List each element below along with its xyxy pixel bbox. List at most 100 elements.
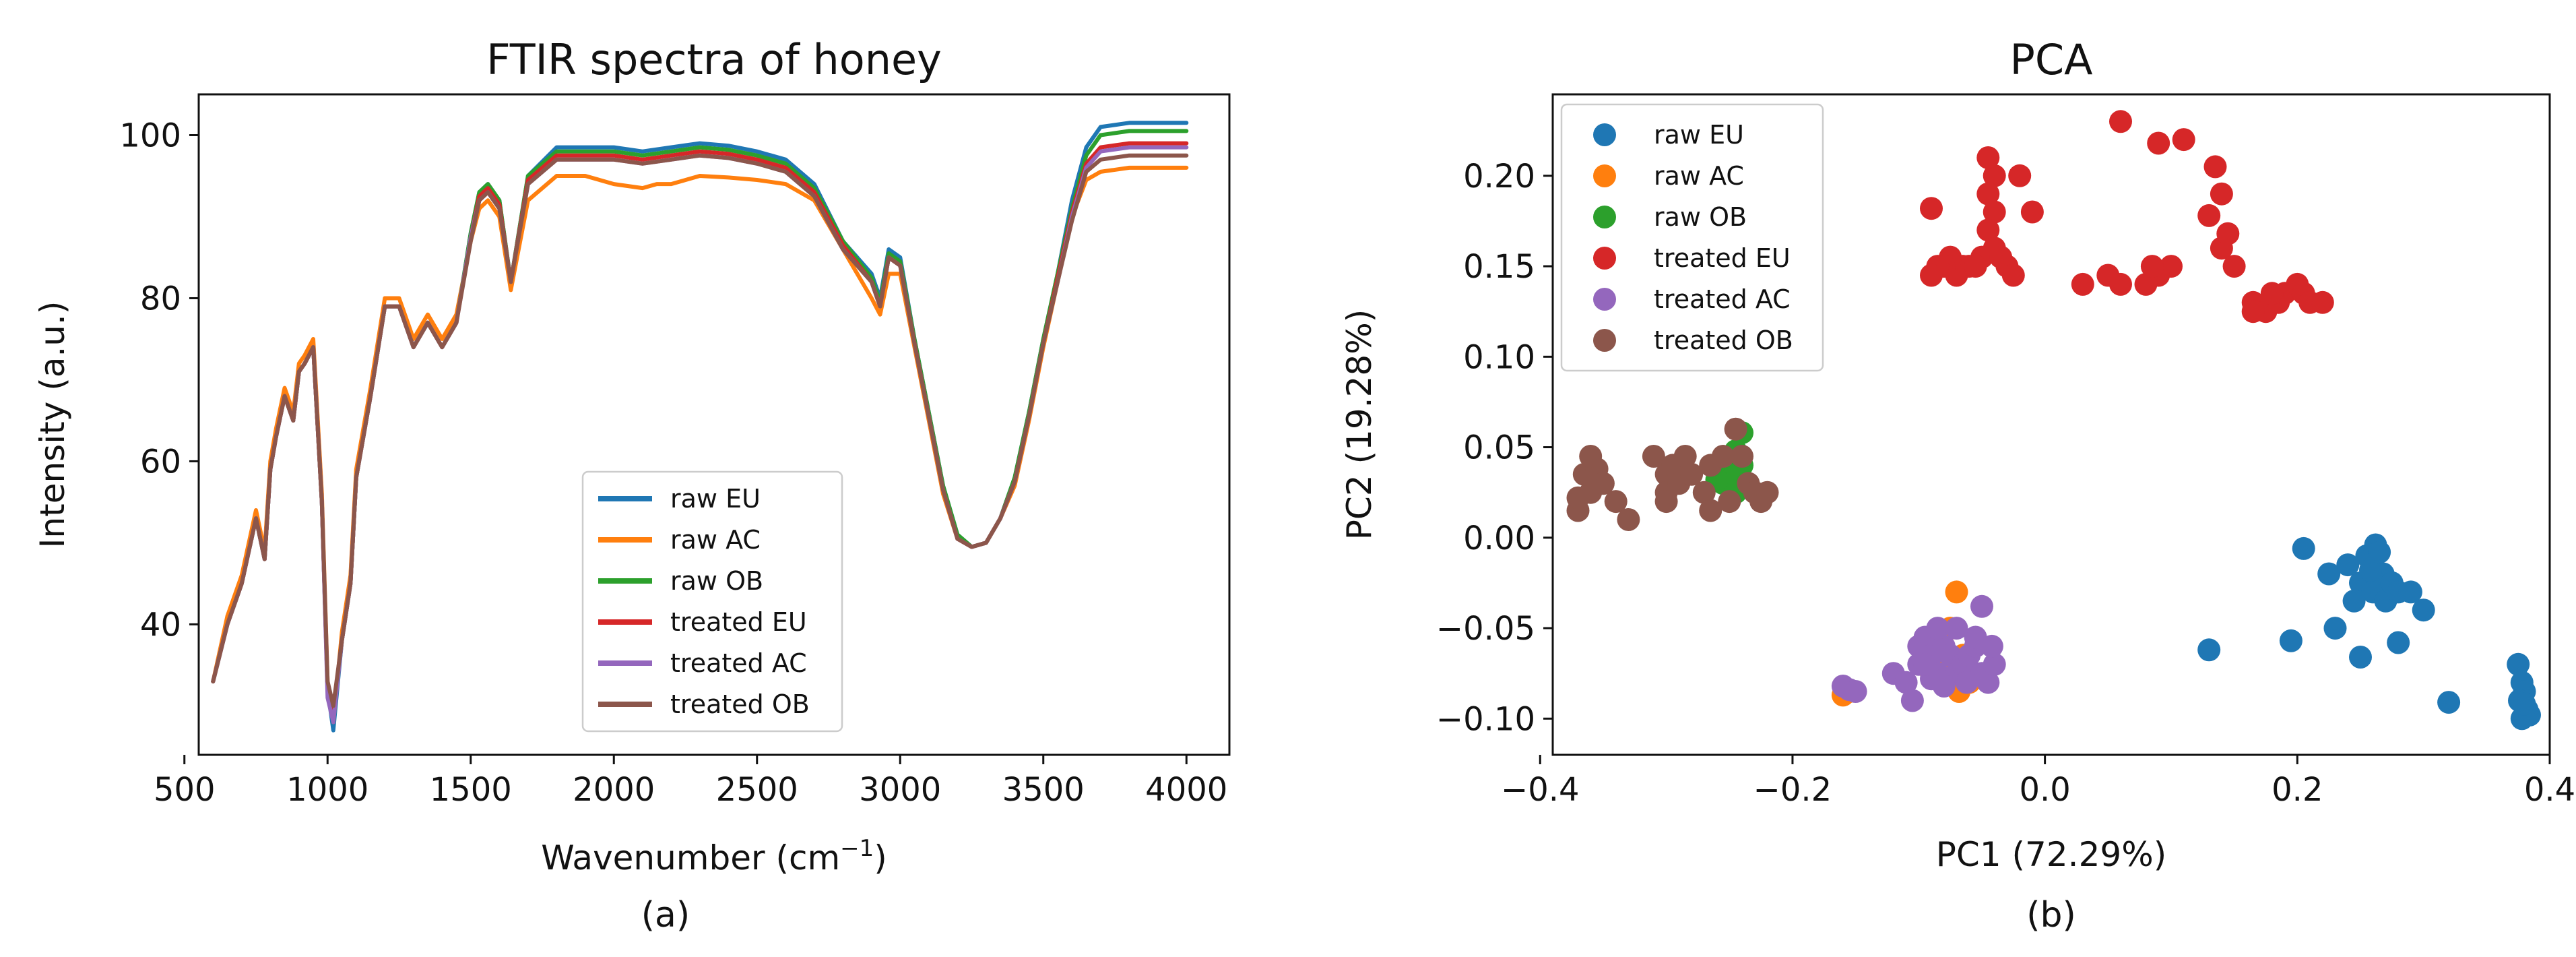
scatter-point-treated-ob <box>1591 472 1615 495</box>
legend-label-raw-ob: raw OB <box>670 566 763 596</box>
scatter-point-treated-eu <box>2311 290 2334 314</box>
x-tick-label: 3000 <box>859 771 941 809</box>
y-tick-label: 80 <box>140 280 181 317</box>
y-tick-label: 100 <box>119 117 181 154</box>
panel-b-caption: (b) <box>2026 895 2076 935</box>
panel-a-caption: (a) <box>641 895 690 935</box>
panel-a-x-axis-label-sup: −1 <box>840 835 874 862</box>
legend-label-treated-ac: treated AC <box>1654 284 1791 314</box>
x-tick-label: 0.4 <box>2524 771 2575 809</box>
x-tick-label: 500 <box>154 771 216 809</box>
scatter-point-treated-eu <box>2147 131 2170 155</box>
scatter-point-treated-eu <box>1976 146 2000 169</box>
scatter-point-raw-eu <box>2336 553 2360 577</box>
x-tick-label: 3500 <box>1002 771 1085 809</box>
scatter-point-treated-eu <box>2260 282 2284 305</box>
scatter-point-treated-ob <box>1566 486 1590 510</box>
scatter-point-treated-eu <box>2172 128 2195 152</box>
scatter-point-raw-eu <box>2387 631 2410 654</box>
legend-label-treated-eu: treated EU <box>670 607 807 637</box>
x-tick-label: 2000 <box>573 771 655 809</box>
scatter-point-treated-ob <box>1699 499 1722 522</box>
panel-b-legend: raw EU raw AC raw OB treated EU treated AC tr… <box>1560 103 1824 372</box>
scatter-point-treated-ac <box>1932 675 1956 698</box>
scatter-point-raw-eu <box>2399 580 2422 604</box>
scatter-point-treated-ob <box>1731 445 1753 468</box>
panel-b-plot-frame <box>1551 93 2551 756</box>
scatter-point-treated-ob <box>1692 481 1716 504</box>
x-tick-label: 0.2 <box>2272 771 2323 809</box>
panel-a-ftir-chart: FTIR spectra of honey 500 1000 1500 2000 250… <box>33 35 1231 935</box>
y-tick-label: 0.00 <box>1463 520 1535 557</box>
legend-marker-raw-ob <box>1593 206 1616 228</box>
scatter-point-raw-ac <box>1945 580 1968 604</box>
scatter-point-treated-ob <box>1711 445 1735 468</box>
legend-marker-treated-ac <box>1593 288 1616 311</box>
scatter-point-raw-eu <box>2359 559 2382 582</box>
x-tick-label: 1500 <box>430 771 512 809</box>
scatter-point-treated-ob <box>1579 445 1603 468</box>
scatter-point-raw-eu <box>2197 638 2221 662</box>
scatter-point-treated-ac <box>1900 689 1924 712</box>
legend-marker-treated-eu <box>1593 247 1616 270</box>
legend-label-treated-ob: treated OB <box>670 689 810 719</box>
panel-b-x-axis-label: PC1 (72.29%) <box>1936 835 2166 874</box>
scatter-point-treated-ac <box>1955 671 1978 694</box>
scatter-point-treated-eu <box>2197 204 2221 227</box>
scatter-point-treated-ob <box>1680 462 1704 486</box>
panel-a-y-ticks: 40 60 80 100 <box>119 117 199 644</box>
legend-label-raw-ac: raw AC <box>1654 161 1744 191</box>
scatter-point-treated-ob <box>1756 481 1779 504</box>
scatter-point-raw-eu <box>2368 541 2391 564</box>
panel-b-x-ticks: −0.4 −0.2 0.0 0.2 0.4 <box>1501 755 2575 809</box>
scatter-point-treated-eu <box>2134 272 2158 296</box>
scatter-point-raw-eu <box>2412 598 2435 622</box>
scatter-point-treated-ac <box>1983 652 2006 676</box>
scatter-point-treated-ac <box>1980 634 2003 658</box>
legend-label-treated-ob: treated OB <box>1654 326 1793 355</box>
scatter-point-treated-eu <box>2071 272 2094 296</box>
panel-b-title: PCA <box>2009 35 2092 84</box>
panel-a-plot-frame <box>197 93 1231 756</box>
panel-a-legend-entries: raw EU raw AC raw OB treated EU treated AC tr… <box>598 484 810 719</box>
scatter-point-treated-eu <box>1983 164 2006 187</box>
panel-b-points-group <box>1566 110 2541 731</box>
scatter-point-raw-eu <box>2349 646 2372 669</box>
scatter-point-treated-ac <box>1970 594 1993 618</box>
scatter-point-raw-eu <box>2507 652 2530 676</box>
scatter-point-treated-eu <box>1983 200 2006 224</box>
y-tick-label: −0.05 <box>1436 610 1535 648</box>
y-tick-label: 40 <box>140 606 181 644</box>
legend-label-raw-ob: raw OB <box>1654 202 1747 232</box>
panel-a-x-axis-label-close: ) <box>874 838 887 877</box>
panel-b-y-ticks: −0.10 −0.05 0.00 0.05 0.10 0.15 0.20 <box>1436 158 1553 738</box>
x-tick-label: 4000 <box>1145 771 1227 809</box>
x-tick-label: 1000 <box>286 771 368 809</box>
y-tick-label: 0.10 <box>1463 338 1535 376</box>
scatter-point-treated-ac <box>1894 671 1918 694</box>
scatter-point-treated-eu <box>2020 200 2044 224</box>
panel-a-title: FTIR spectra of honey <box>486 35 942 84</box>
scatter-point-treated-ob <box>1604 490 1628 514</box>
scatter-point-treated-eu <box>2008 164 2032 187</box>
y-tick-label: 60 <box>140 443 181 481</box>
scatter-point-treated-ac <box>1976 671 2000 694</box>
scatter-point-raw-eu <box>2323 617 2347 640</box>
x-tick-label: 0.0 <box>2019 771 2070 809</box>
legend-label-treated-ac: treated AC <box>670 648 807 678</box>
y-tick-label: 0.20 <box>1463 158 1535 195</box>
series-line-treated-ob <box>211 153 1189 708</box>
scatter-point-raw-eu <box>2317 562 2341 586</box>
scatter-point-treated-ac <box>1926 617 1950 640</box>
scatter-point-treated-ob <box>1654 490 1678 514</box>
panel-b-legend-entries: raw EU raw AC raw OB treated EU treated AC tr… <box>1593 120 1793 355</box>
scatter-point-treated-eu <box>1920 264 1943 287</box>
x-tick-label: −0.2 <box>1753 771 1832 809</box>
scatter-point-treated-eu <box>1920 197 1943 220</box>
legend-label-treated-eu: treated EU <box>1654 243 1791 273</box>
panel-a-legend: raw EU raw AC raw OB treated EU treated AC tr… <box>581 470 843 733</box>
scatter-point-treated-eu <box>2140 255 2164 278</box>
legend-marker-raw-ac <box>1593 164 1616 187</box>
y-tick-label: 0.05 <box>1463 429 1535 467</box>
